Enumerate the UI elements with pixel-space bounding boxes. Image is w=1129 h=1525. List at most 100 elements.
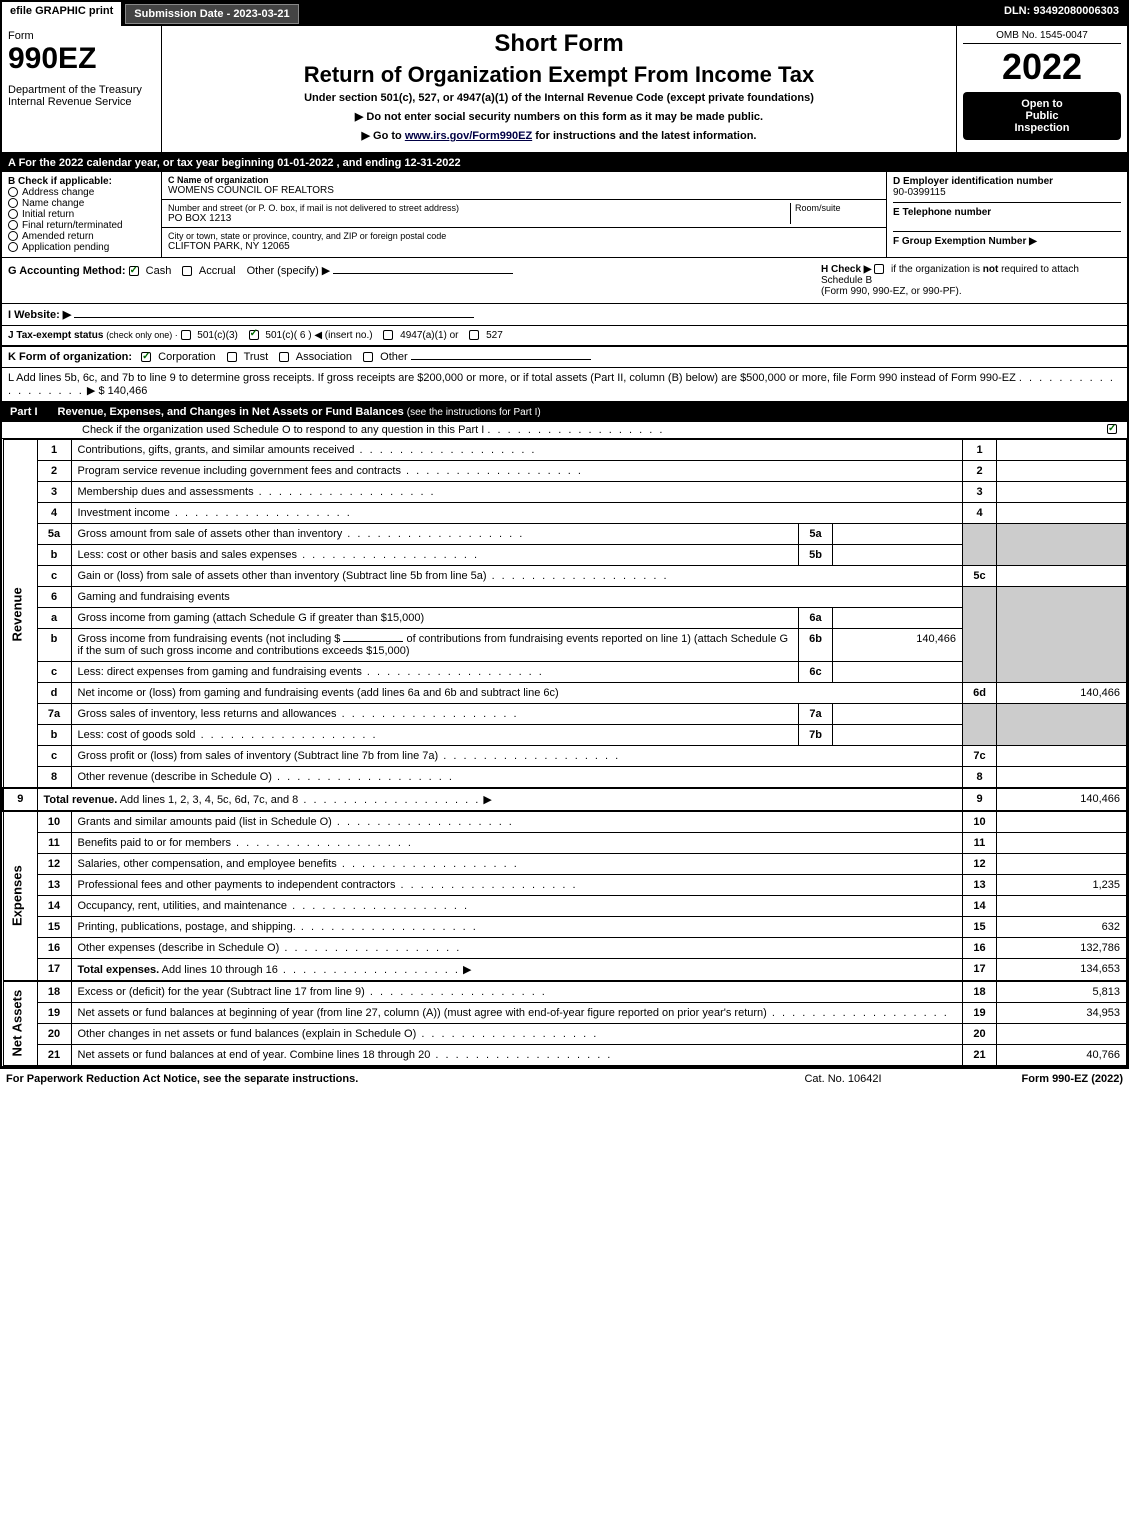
- part1-header: Part I Revenue, Expenses, and Changes in…: [2, 402, 1127, 422]
- chk-h[interactable]: [874, 264, 884, 274]
- l2-desc: Program service revenue including govern…: [78, 465, 401, 477]
- l17a: Total expenses.: [78, 964, 160, 976]
- line-19: 19Net assets or fund balances at beginni…: [3, 1003, 1127, 1024]
- l12-desc: Salaries, other compensation, and employ…: [78, 858, 337, 870]
- chk-amended[interactable]: Amended return: [8, 231, 155, 242]
- room-label: Room/suite: [790, 203, 880, 224]
- other-org-input[interactable]: [411, 359, 591, 360]
- chk-other-org[interactable]: [363, 352, 373, 362]
- chk-assoc[interactable]: [279, 352, 289, 362]
- omb-number: OMB No. 1545-0047: [963, 30, 1121, 44]
- chk-address-label: Address change: [22, 187, 94, 198]
- part1-header-wrap: Part I Revenue, Expenses, and Changes in…: [2, 401, 1127, 439]
- org-name: WOMENS COUNCIL OF REALTORS: [168, 185, 880, 196]
- chk-pending-label: Application pending: [22, 242, 109, 253]
- chk-501c[interactable]: [249, 330, 259, 340]
- line-14: 14Occupancy, rent, utilities, and mainte…: [3, 896, 1127, 917]
- line-6b: bGross income from fundraising events (n…: [3, 629, 1127, 662]
- l5a-desc: Gross amount from sale of assets other t…: [78, 528, 343, 540]
- chk-address[interactable]: Address change: [8, 187, 155, 198]
- l16-desc: Other expenses (describe in Schedule O): [78, 942, 280, 954]
- chk-4947[interactable]: [383, 330, 393, 340]
- chk-name[interactable]: Name change: [8, 198, 155, 209]
- line-7c: cGross profit or (loss) from sales of in…: [3, 746, 1127, 767]
- open3: Inspection: [967, 122, 1117, 134]
- l14-desc: Occupancy, rent, utilities, and maintena…: [78, 900, 288, 912]
- chk-cash[interactable]: [129, 266, 139, 276]
- part1-check-desc: Check if the organization used Schedule …: [2, 422, 1127, 439]
- chk-527[interactable]: [469, 330, 479, 340]
- v6b: 140,466: [833, 629, 963, 662]
- line-4: 4Investment income4: [3, 503, 1127, 524]
- tel-value: [893, 218, 1121, 232]
- chk-amended-label: Amended return: [22, 231, 94, 242]
- l8-desc: Other revenue (describe in Schedule O): [78, 771, 272, 783]
- line-20: 20Other changes in net assets or fund ba…: [3, 1024, 1127, 1045]
- line-6a: aGross income from gaming (attach Schedu…: [3, 608, 1127, 629]
- opt-other-org: Other: [380, 351, 408, 363]
- chk-trust[interactable]: [227, 352, 237, 362]
- l7a-desc: Gross sales of inventory, less returns a…: [78, 708, 337, 720]
- header-mid: Short Form Return of Organization Exempt…: [162, 26, 957, 152]
- l19-desc: Net assets or fund balances at beginning…: [78, 1007, 767, 1019]
- opt-501c: 501(c)( 6 ) ◀ (insert no.): [265, 330, 372, 341]
- footer-form-a: Form: [1022, 1073, 1053, 1085]
- side-revenue: Revenue: [3, 440, 37, 789]
- chk-final[interactable]: Final return/terminated: [8, 220, 155, 231]
- other-specify-input[interactable]: [333, 273, 513, 274]
- line-15: 15Printing, publications, postage, and s…: [3, 917, 1127, 938]
- chk-accrual[interactable]: [182, 266, 192, 276]
- l18-desc: Excess or (deficit) for the year (Subtra…: [78, 986, 365, 998]
- col-b: B Check if applicable: Address change Na…: [2, 172, 162, 257]
- l7c-desc: Gross profit or (loss) from sales of inv…: [78, 750, 439, 762]
- h-not: not: [983, 264, 999, 275]
- efile-print[interactable]: efile GRAPHIC print: [2, 2, 123, 26]
- irs-link[interactable]: www.irs.gov/Form990EZ: [405, 130, 532, 142]
- opt-corp: Corporation: [158, 351, 215, 363]
- l6-desc: Gaming and fundraising events: [71, 587, 963, 608]
- line-3: 3Membership dues and assessments3: [3, 482, 1127, 503]
- chk-initial[interactable]: Initial return: [8, 209, 155, 220]
- line-5a: 5aGross amount from sale of assets other…: [3, 524, 1127, 545]
- side-net: Net Assets: [3, 981, 37, 1066]
- section-bcd: B Check if applicable: Address change Na…: [2, 172, 1127, 258]
- v17: 134,653: [997, 959, 1127, 982]
- l7b-desc: Less: cost of goods sold: [78, 729, 196, 741]
- l13-desc: Professional fees and other payments to …: [78, 879, 396, 891]
- v18: 5,813: [997, 981, 1127, 1003]
- chk-501c3[interactable]: [181, 330, 191, 340]
- street-block: Number and street (or P. O. box, if mail…: [162, 200, 886, 228]
- city-label: City or town, state or province, country…: [168, 231, 880, 241]
- chk-corp[interactable]: [141, 352, 151, 362]
- chk-pending[interactable]: Application pending: [8, 242, 155, 253]
- instr-goto: ▶ Go to www.irs.gov/Form990EZ for instru…: [168, 129, 950, 142]
- l6b-input[interactable]: [343, 641, 403, 642]
- l4-desc: Investment income: [78, 507, 170, 519]
- chk-name-label: Name change: [22, 198, 84, 209]
- line-11: 11Benefits paid to or for members11: [3, 833, 1127, 854]
- line-5b: bLess: cost or other basis and sales exp…: [3, 545, 1127, 566]
- website-input[interactable]: [74, 317, 474, 318]
- j-label: J Tax-exempt status: [8, 330, 103, 341]
- return-title: Return of Organization Exempt From Incom…: [168, 62, 950, 88]
- l-amount: $ 140,466: [98, 385, 147, 397]
- chk-schedule-o[interactable]: [1107, 424, 1117, 434]
- l6b-desc1: Gross income from fundraising events (no…: [78, 633, 341, 645]
- h-label: H Check ▶: [821, 264, 871, 275]
- k-label: K Form of organization:: [8, 351, 132, 363]
- city: CLIFTON PARK, NY 12065: [168, 241, 880, 252]
- dept-irs: Internal Revenue Service: [8, 96, 155, 108]
- row-i: I Website: ▶: [2, 304, 1127, 326]
- v15: 632: [997, 917, 1127, 938]
- l6a-desc: Gross income from gaming (attach Schedul…: [71, 608, 799, 629]
- dept-treasury: Department of the Treasury: [8, 84, 155, 96]
- footer-left: For Paperwork Reduction Act Notice, see …: [6, 1073, 743, 1085]
- l-arrow: ▶: [87, 385, 95, 397]
- city-block: City or town, state or province, country…: [162, 228, 886, 255]
- tax-year: 2022: [963, 46, 1121, 88]
- l3-desc: Membership dues and assessments: [78, 486, 254, 498]
- chk-initial-label: Initial return: [22, 209, 74, 220]
- header-right: OMB No. 1545-0047 2022 Open to Public In…: [957, 26, 1127, 152]
- part1-title: Revenue, Expenses, and Changes in Net As…: [58, 406, 541, 418]
- line-12: 12Salaries, other compensation, and empl…: [3, 854, 1127, 875]
